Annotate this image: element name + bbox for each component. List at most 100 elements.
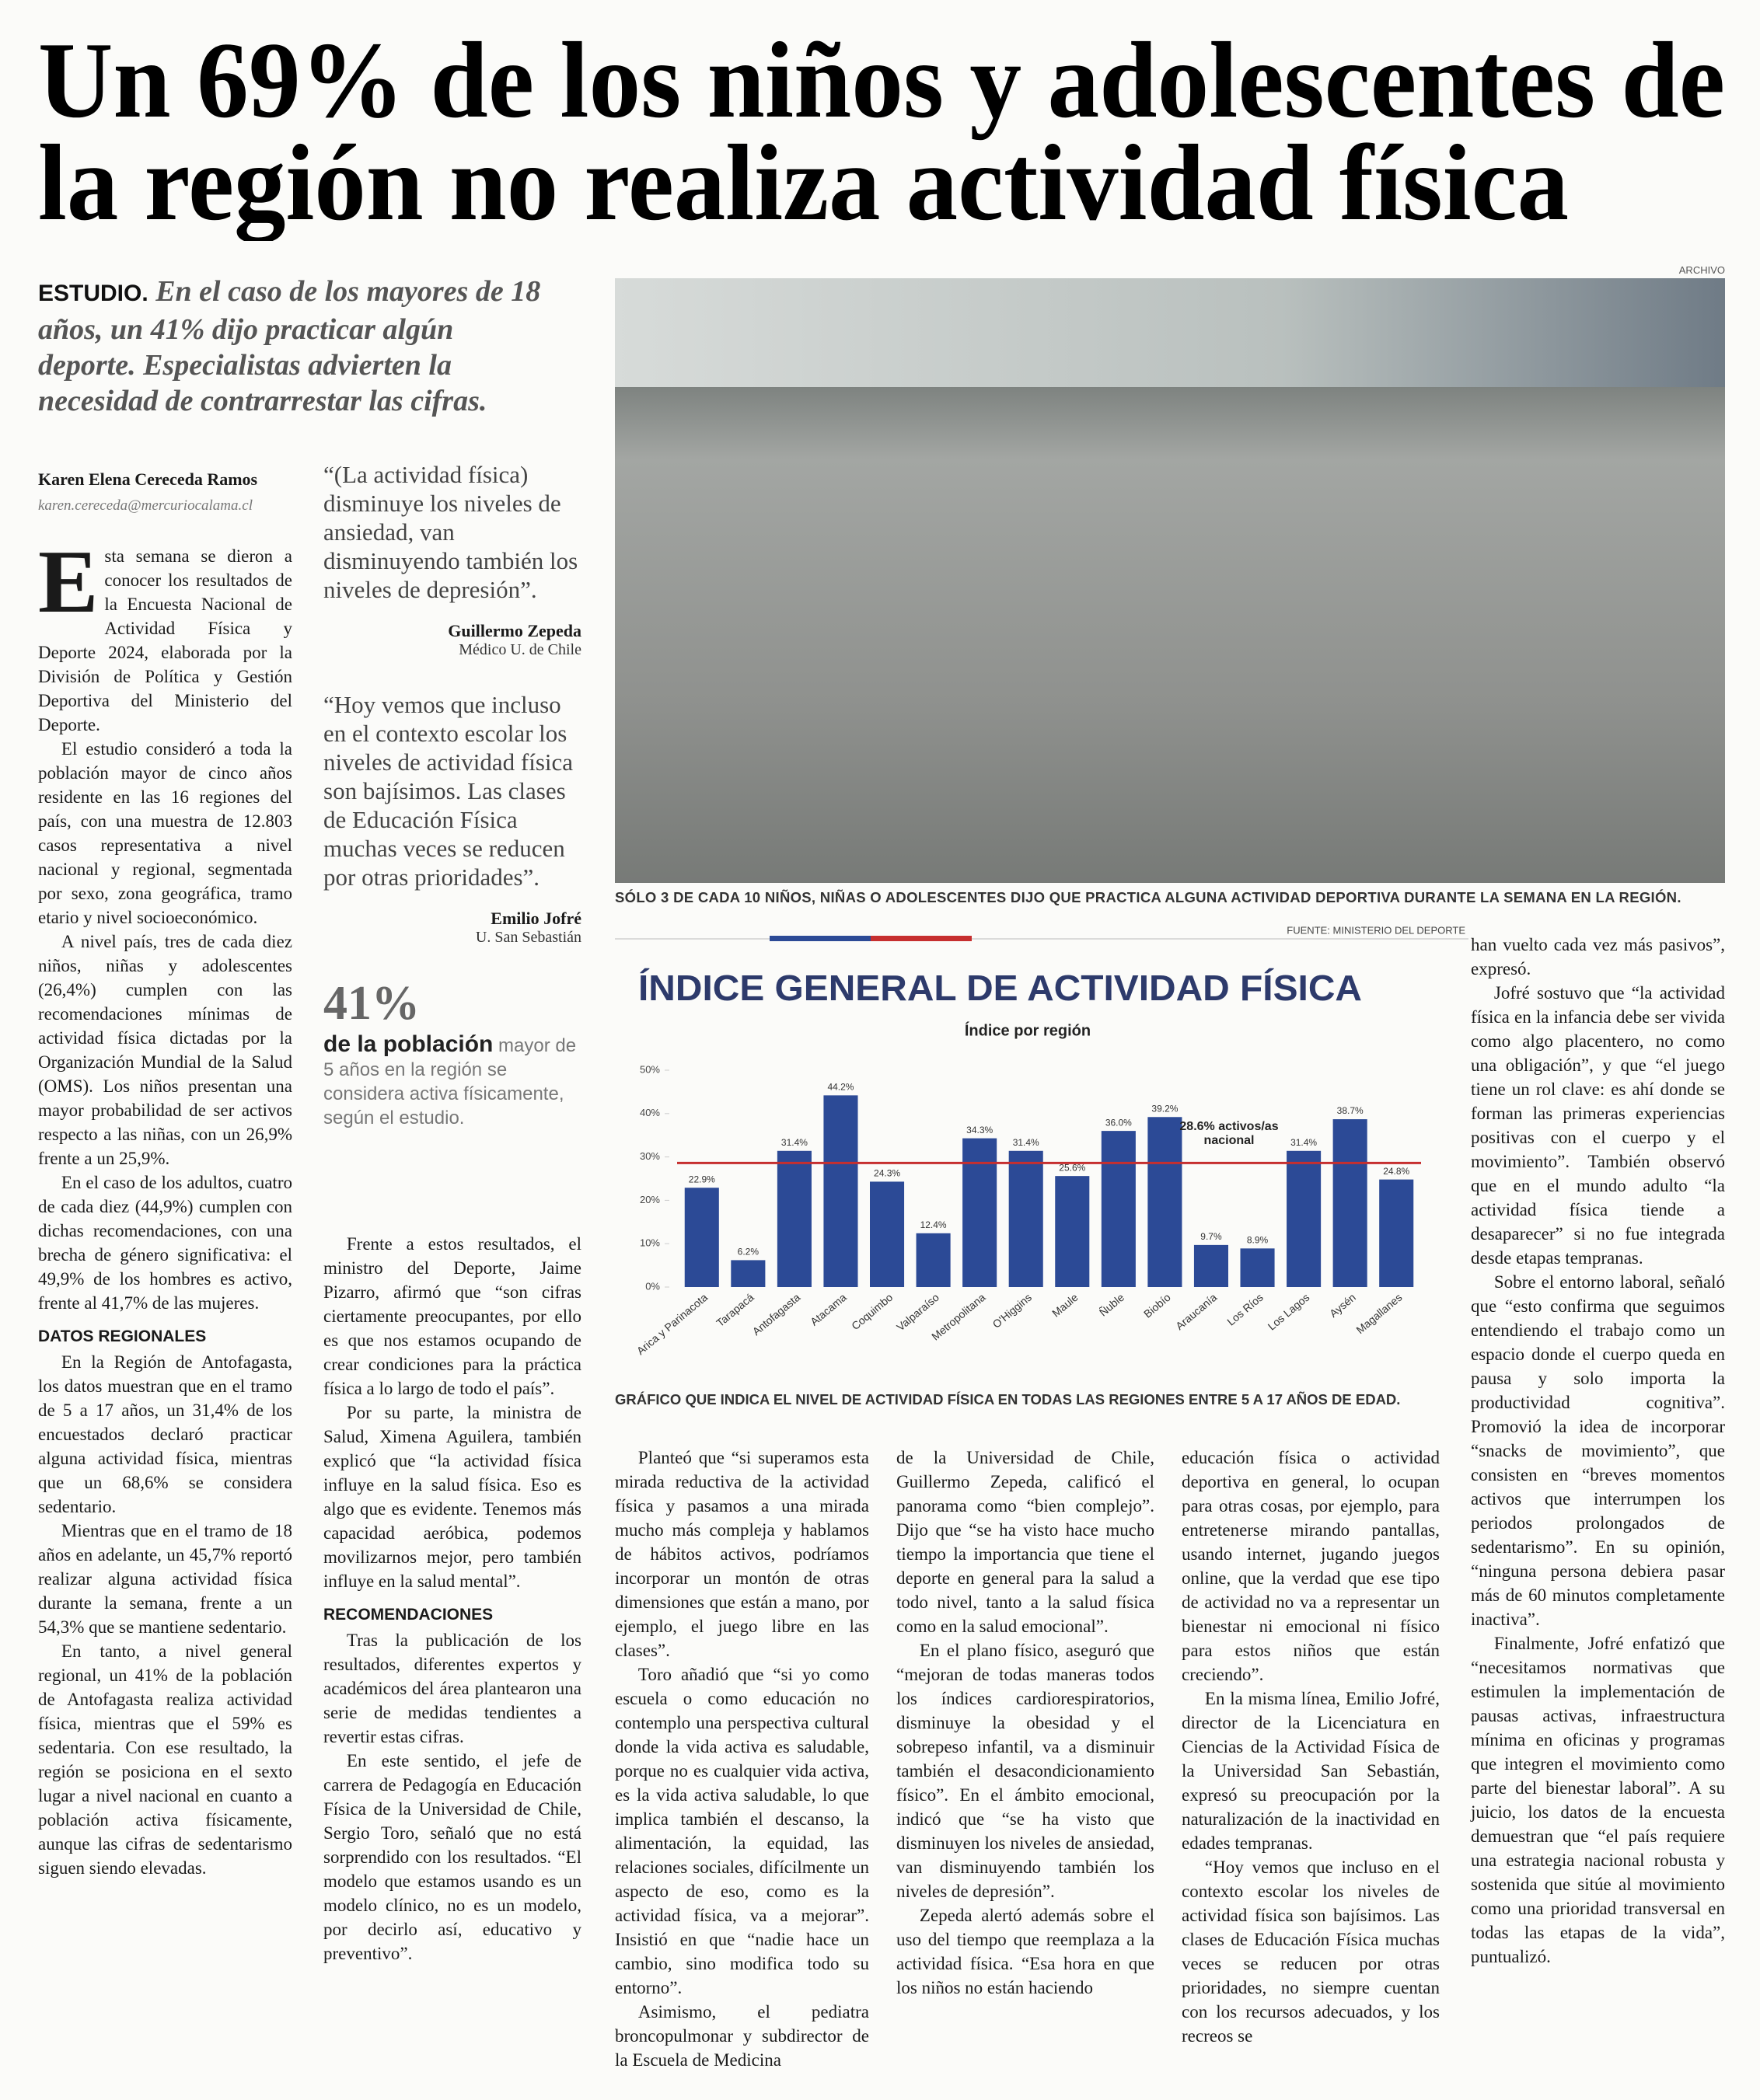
quote-name: Guillermo Zepeda	[448, 621, 581, 640]
value-label: 6.2%	[738, 1247, 760, 1258]
paragraph: han vuelto cada vez más pasivos”, expres…	[1471, 935, 1725, 978]
chart-title: ÍNDICE GENERAL DE ACTIVIDAD FÍSICA	[638, 968, 1362, 1008]
paragraph: educación física o actividad deportiva e…	[1182, 1448, 1440, 1684]
subhead: DATOS REGIONALES	[38, 1327, 207, 1345]
x-tick-label: O'Higgins	[990, 1291, 1034, 1331]
headline-line: Un 69% de los niños y adolescentes de	[38, 20, 1725, 141]
x-tick-label: Antofagasta	[750, 1291, 803, 1338]
value-label: 22.9%	[689, 1174, 715, 1184]
x-tick-label: Biobío	[1141, 1291, 1173, 1320]
value-label: 38.7%	[1337, 1105, 1364, 1116]
bar	[684, 1188, 719, 1287]
x-tick-label: Maule	[1049, 1291, 1081, 1320]
chart-subtitle: Índice por región	[965, 1021, 1091, 1039]
paragraph: Planteó que “si superamos esta mirada re…	[615, 1448, 869, 1660]
paragraph: Zepeda alertó además sobre el uso del ti…	[896, 1906, 1154, 1997]
x-tick-label: Valparaíso	[894, 1291, 941, 1334]
paragraph: El estudio consideró a toda la población…	[38, 739, 292, 927]
value-label: 31.4%	[1290, 1137, 1317, 1148]
x-tick-label: Atacama	[808, 1291, 849, 1328]
photo-credit: ARCHIVO	[1678, 264, 1725, 276]
bar	[1055, 1176, 1090, 1287]
quote-role: U. San Sebastián	[475, 929, 581, 946]
headline: Un 69% de los niños y adolescentes de la…	[38, 20, 1725, 241]
x-tick-label: Coquimbo	[849, 1291, 895, 1332]
paragraph: Mientras que en el tramo de 18 años en a…	[38, 1521, 292, 1637]
bar	[777, 1150, 812, 1287]
x-tick-label: Magallanes	[1353, 1291, 1404, 1336]
value-label: 24.3%	[874, 1168, 900, 1179]
byline-email: karen.cereceda@mercuriocalama.cl	[38, 497, 253, 514]
value-label: 12.4%	[920, 1219, 947, 1230]
value-label: 39.2%	[1151, 1103, 1178, 1114]
text-column: Esta semana se dieron a conocer los resu…	[38, 532, 292, 1880]
byline-author: Karen Elena Cereceda Ramos	[38, 469, 258, 489]
flag-stripe	[871, 936, 972, 941]
value-label: 8.9%	[1247, 1235, 1269, 1246]
y-tick-label: 40%	[640, 1107, 660, 1118]
paragraph: Finalmente, Jofré enfatizó que “necesita…	[1471, 1634, 1725, 1966]
paragraph: de la Universidad de Chile, Guillermo Ze…	[896, 1448, 1154, 1636]
paragraph: En la Región de Antofagasta, los datos m…	[38, 1352, 292, 1516]
y-tick-label: 10%	[640, 1237, 660, 1249]
paragraph: Frente a estos resultados, el ministro d…	[323, 1234, 581, 1398]
bar	[823, 1095, 858, 1287]
paragraph: Sobre el entorno laboral, señaló que “es…	[1471, 1272, 1725, 1629]
x-tick-label: Los Ríos	[1224, 1291, 1266, 1328]
y-tick-label: 0%	[645, 1280, 660, 1292]
value-label: 31.4%	[781, 1137, 808, 1148]
paragraph: Esta semana se dieron a conocer los resu…	[38, 532, 292, 734]
kicker: ESTUDIO.	[38, 281, 148, 306]
paragraph: “Hoy vemos que incluso en el contexto es…	[1182, 1858, 1440, 2046]
reference-label: nacional	[1204, 1134, 1255, 1147]
bar	[1147, 1117, 1182, 1287]
bar	[1101, 1131, 1136, 1287]
bar	[731, 1260, 766, 1287]
bar	[1287, 1150, 1322, 1287]
pull-quote: “Hoy vemos que incluso en el contexto es…	[323, 691, 574, 891]
y-tick-label: 50%	[640, 1063, 660, 1075]
photo	[615, 278, 1725, 883]
bar	[1379, 1179, 1414, 1287]
value-label: 31.4%	[1013, 1137, 1039, 1148]
x-tick-label: Araucanía	[1173, 1291, 1219, 1332]
chart-caption: GRÁFICO QUE INDICA EL NIVEL DE ACTIVIDAD…	[615, 1391, 1400, 1408]
text-column: educación física o actividad deportiva e…	[1182, 1446, 1440, 2048]
photo-caption: SÓLO 3 DE CADA 10 NIÑOS, NIÑAS O ADOLESC…	[615, 889, 1681, 905]
sidebar: “(La actividad física) disminuye los niv…	[323, 460, 581, 1130]
value-label: 24.8%	[1383, 1166, 1409, 1177]
paragraph: En tanto, a nivel general regional, un 4…	[38, 1641, 292, 1878]
subhead: RECOMENDACIONES	[323, 1606, 494, 1624]
value-label: 44.2%	[827, 1082, 854, 1093]
x-tick-label: Tarapacá	[714, 1291, 756, 1329]
x-tick-label: Aysén	[1327, 1291, 1358, 1320]
paragraph: Por su parte, la ministra de Salud, Xime…	[323, 1403, 581, 1591]
paragraph: En la misma línea, Emilio Jofré, directo…	[1182, 1689, 1440, 1853]
reference-label: 28.6% activos/as	[1179, 1120, 1278, 1133]
paragraph: En el caso de los adultos, cuatro de cad…	[38, 1173, 292, 1313]
value-label: 9.7%	[1200, 1231, 1222, 1242]
x-tick-label: Arica y Parinacota	[634, 1291, 710, 1357]
text-column: Planteó que “si superamos esta mirada re…	[615, 1446, 869, 2072]
y-tick-label: 20%	[640, 1194, 660, 1205]
bar	[1008, 1150, 1043, 1287]
value-label: 25.6%	[1059, 1162, 1085, 1173]
deck: ESTUDIO. En el caso de los mayores de 18…	[38, 274, 555, 419]
flag-stripe	[770, 936, 871, 941]
y-tick-label: 30%	[640, 1150, 660, 1162]
bar	[1240, 1248, 1275, 1287]
stat-text: de la población mayor de 5 años en la re…	[323, 1032, 581, 1130]
quote-role: Médico U. de Chile	[459, 641, 581, 658]
paragraph: En este sentido, el jefe de carrera de P…	[323, 1751, 581, 1963]
bar	[869, 1181, 905, 1287]
value-label: 34.3%	[966, 1125, 993, 1135]
pull-quote: “(La actividad física) disminuye los niv…	[323, 461, 578, 603]
chart: FUENTE: MINISTERIO DEL DEPORTE ÍNDICE GEN…	[615, 924, 1468, 1408]
bar	[1332, 1119, 1367, 1287]
stat-body: mayor de 5 años en la región se consider…	[323, 1035, 577, 1128]
paragraph: Tras la publicación de los resultados, d…	[323, 1631, 581, 1746]
quote-name: Emilio Jofré	[491, 909, 581, 928]
deck-text: En el caso de los mayores de 18 años, un…	[38, 275, 541, 417]
paragraph: Toro añadió que “si yo como escuela o co…	[615, 1665, 869, 1997]
